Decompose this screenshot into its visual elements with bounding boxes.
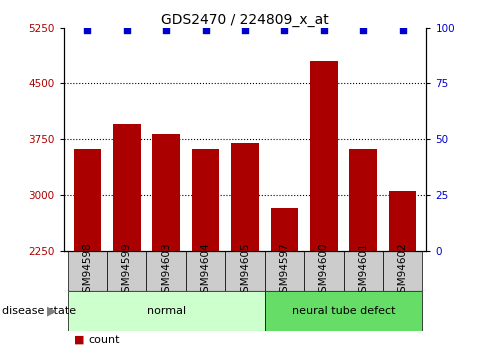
Bar [68,251,107,291]
Bar [186,251,225,291]
Point [399,27,407,32]
Bar [225,251,265,291]
Bar [152,134,180,251]
Text: GSM94605: GSM94605 [240,243,250,299]
Text: GSM94603: GSM94603 [161,243,171,299]
Text: neural tube defect: neural tube defect [292,306,395,316]
Text: GSM94602: GSM94602 [398,243,408,299]
Bar [270,208,298,251]
Text: GSM94601: GSM94601 [358,243,368,299]
Bar [389,191,416,251]
Bar [265,251,304,291]
Bar [349,149,377,251]
Text: ▶: ▶ [47,305,56,318]
Bar [147,251,186,291]
Point [83,27,91,32]
Point [320,27,328,32]
Bar [231,143,259,251]
Bar [192,149,220,251]
Bar [265,291,422,331]
Bar [74,149,101,251]
Bar [107,251,147,291]
Point [202,27,210,32]
Bar [383,251,422,291]
Title: GDS2470 / 224809_x_at: GDS2470 / 224809_x_at [161,12,329,27]
Bar [113,124,141,251]
Point [241,27,249,32]
Bar [68,291,265,331]
Text: count: count [88,335,120,345]
Point [123,27,131,32]
Bar [343,251,383,291]
Text: GSM94597: GSM94597 [279,243,290,299]
Text: GSM94599: GSM94599 [122,243,132,299]
Point [162,27,170,32]
Text: disease state: disease state [2,306,76,316]
Bar [310,61,338,251]
Point [359,27,367,32]
Text: ■: ■ [74,335,84,345]
Point [280,27,288,32]
Text: GSM94604: GSM94604 [200,243,211,299]
Bar [304,251,343,291]
Text: GSM94598: GSM94598 [82,243,92,299]
Text: GSM94600: GSM94600 [319,243,329,299]
Text: normal: normal [147,306,186,316]
